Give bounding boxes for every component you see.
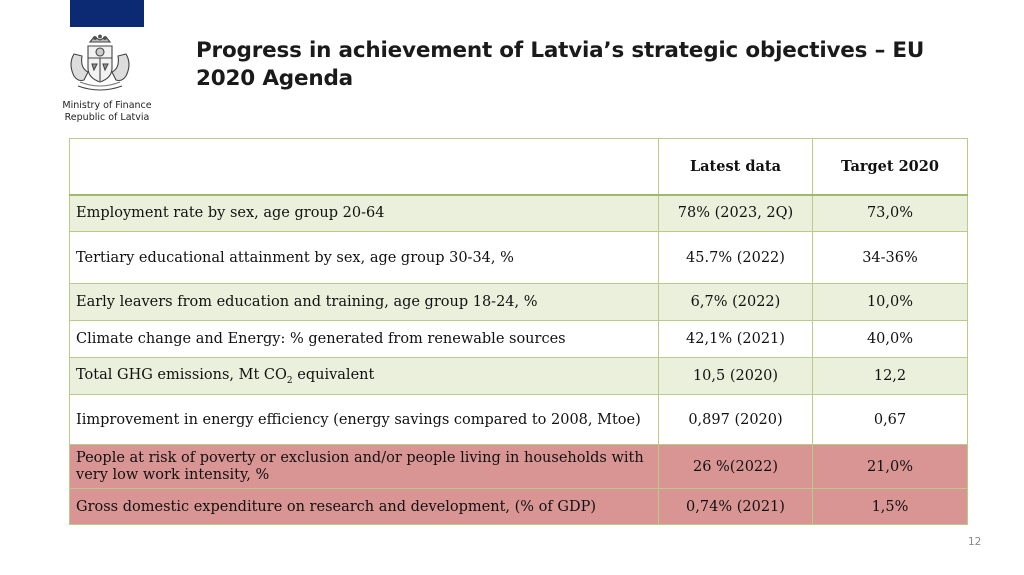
target-cell: 0,67 xyxy=(812,394,968,445)
table-header-row: Latest data Target 2020 xyxy=(69,138,968,196)
latest-cell: 6,7% (2022) xyxy=(658,283,813,321)
page-title: Progress in achievement of Latvia’s stra… xyxy=(196,38,925,91)
coat-of-arms-logo xyxy=(60,34,156,126)
ministry-line2: Republic of Latvia xyxy=(64,112,150,123)
coat-of-arms-icon xyxy=(70,34,130,91)
table-row: Tertiary educational attainment by sex, … xyxy=(69,231,968,284)
target-cell: 40,0% xyxy=(812,320,968,358)
latest-cell: 10,5 (2020) xyxy=(658,357,813,395)
page-number: 12 xyxy=(968,536,982,548)
latest-cell: 78% (2023, 2Q) xyxy=(658,194,813,232)
latest-cell: 42,1% (2021) xyxy=(658,320,813,358)
indicator-subscript: 2 xyxy=(286,375,293,386)
header-cell-target: Target 2020 xyxy=(812,138,968,196)
table-row: Gross domestic expenditure on research a… xyxy=(69,488,968,525)
target-cell: 12,2 xyxy=(812,357,968,395)
table-row: Total GHG emissions, Mt CO2 equivalent 1… xyxy=(69,357,968,395)
table-row: Early leavers from education and trainin… xyxy=(69,283,968,321)
latest-cell: 0,74% (2021) xyxy=(658,488,813,525)
indicator-cell: Iimprovement in energy efficiency (energ… xyxy=(69,394,659,445)
ministry-line1: Ministry of Finance xyxy=(62,100,152,111)
target-cell: 10,0% xyxy=(812,283,968,321)
indicator-cell: Total GHG emissions, Mt CO2 equivalent xyxy=(69,357,659,395)
indicator-cell: Tertiary educational attainment by sex, … xyxy=(69,231,659,284)
indicator-cell: Employment rate by sex, age group 20-64 xyxy=(69,194,659,232)
indicator-text: Total GHG emissions, Mt CO xyxy=(76,366,287,383)
indicator-cell: Climate change and Energy: % generated f… xyxy=(69,320,659,358)
indicator-cell: Early leavers from education and trainin… xyxy=(69,283,659,321)
indicator-cell: People at risk of poverty or exclusion a… xyxy=(69,444,659,489)
table-row: Climate change and Energy: % generated f… xyxy=(69,320,968,358)
table-row: People at risk of poverty or exclusion a… xyxy=(69,444,968,489)
indicator-cell: Gross domestic expenditure on research a… xyxy=(69,488,659,525)
target-cell: 21,0% xyxy=(812,444,968,489)
flag-bar xyxy=(70,0,144,27)
target-cell: 73,0% xyxy=(812,194,968,232)
header-cell-indicator xyxy=(69,138,659,196)
indicator-text-suffix: equivalent xyxy=(292,366,375,383)
header-cell-latest: Latest data xyxy=(658,138,813,196)
table-row: Iimprovement in energy efficiency (energ… xyxy=(69,394,968,445)
latest-cell: 45.7% (2022) xyxy=(658,231,813,284)
ministry-name: Ministry of Finance Republic of Latvia xyxy=(57,100,157,124)
latest-cell: 26 %(2022) xyxy=(658,444,813,489)
objectives-table: Latest data Target 2020 Employment rate … xyxy=(69,138,968,525)
target-cell: 1,5% xyxy=(812,488,968,525)
table-row: Employment rate by sex, age group 20-64 … xyxy=(69,194,968,232)
latest-cell: 0,897 (2020) xyxy=(658,394,813,445)
target-cell: 34-36% xyxy=(812,231,968,284)
